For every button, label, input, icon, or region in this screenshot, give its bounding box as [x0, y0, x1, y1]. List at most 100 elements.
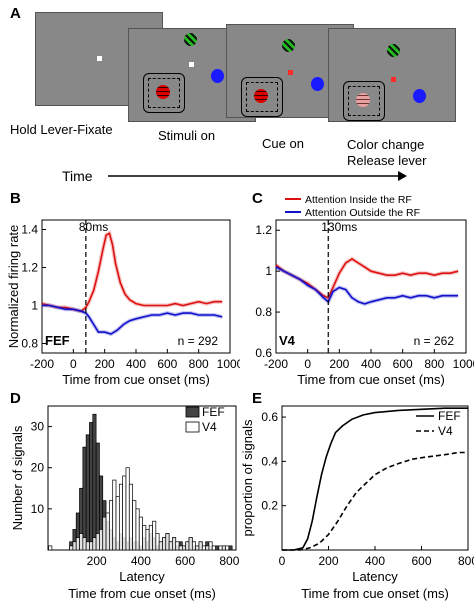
green-stimulus	[282, 39, 295, 52]
time-arrow	[108, 171, 407, 181]
bar-v4	[102, 516, 107, 551]
area-label: FEF	[45, 333, 70, 348]
y-tick-label: 0.6	[261, 410, 278, 424]
x-tick-label: 200	[87, 554, 107, 568]
screen-color-change	[328, 28, 456, 122]
bar-fef	[89, 422, 94, 551]
x-axis-label-2: Time from cue onset (ms)	[68, 586, 216, 601]
x-tick-label: 200	[318, 554, 338, 568]
y-tick-label: 20	[31, 461, 45, 475]
x-axis-label-2: Time from cue onset (ms)	[301, 586, 449, 601]
pink-stimulus	[356, 93, 370, 107]
red-cue	[391, 77, 396, 82]
receptive-field-box	[241, 77, 283, 117]
bar-v4	[122, 475, 127, 551]
x-axis-label: Latency	[352, 569, 398, 584]
receptive-field-box	[343, 81, 385, 121]
bar-v4	[109, 500, 114, 551]
x-tick-label: 800	[458, 554, 474, 568]
x-tick-label: 600	[393, 357, 413, 371]
bar-fef	[228, 545, 233, 551]
bar-v4	[225, 545, 230, 551]
bar-v4	[221, 545, 226, 551]
y-tick-label: 1.4	[21, 223, 38, 237]
label-hold-lever: Hold Lever-Fixate	[10, 122, 113, 137]
bar-v4	[125, 467, 130, 551]
bar-v4	[95, 533, 100, 551]
bar-v4	[191, 541, 196, 551]
bar-v4	[178, 545, 183, 551]
bar-v4	[85, 541, 90, 551]
bar-v4	[205, 545, 210, 551]
bar-v4	[195, 545, 200, 551]
label-color-change: Color change	[347, 137, 425, 152]
receptive-field-dashed	[246, 82, 278, 112]
bar-v4	[75, 537, 80, 551]
bar-v4	[135, 508, 140, 551]
bar-v4	[198, 541, 203, 551]
green-stimulus	[387, 44, 400, 57]
x-tick-label: 200	[329, 357, 349, 371]
label-cue-on: Cue on	[262, 136, 304, 151]
label-stimuli-on: Stimuli on	[158, 128, 216, 143]
y-tick-label: 0.4	[261, 454, 278, 468]
legend-swatch	[185, 421, 200, 433]
y-axis-label: proportion of signals	[240, 419, 255, 537]
chart-e-cumulative: 0 200 400 600 800 0.2 0.4 0.6 Latency Time from c…	[240, 405, 474, 601]
y-axis-label: Number of signals	[10, 425, 25, 530]
legend-label: FEF	[438, 409, 461, 423]
panel-e-letter: E	[252, 390, 263, 407]
label-release-lever: Release lever	[347, 153, 427, 168]
panel-b-letter: B	[10, 190, 21, 207]
x-tick-label: -200	[264, 357, 288, 371]
legend-inside-label: Attention Inside the RF	[305, 194, 412, 206]
legend-label: V4	[438, 424, 453, 438]
series-line-attention-outside-the-rf	[275, 266, 459, 305]
bar-fef	[82, 446, 87, 551]
y-tick-label: 0.8	[255, 305, 272, 319]
bar-v4	[99, 529, 104, 551]
bar-fef	[92, 413, 97, 551]
bar-v4	[208, 541, 213, 551]
series-line-attention-outside-the-rf	[42, 304, 223, 335]
receptive-field-dashed	[148, 78, 180, 108]
x-tick-label: 0	[70, 357, 77, 371]
x-tick-label: 600	[175, 554, 195, 568]
bar-v4	[162, 537, 167, 551]
x-tick-label: 400	[361, 357, 381, 371]
legend-outside-label: Attention Outside the RF	[305, 207, 420, 219]
panel-c-letter: C	[252, 190, 263, 207]
time-label: Time	[62, 168, 93, 184]
bar-v4	[132, 500, 137, 551]
y-tick-label: 0.6	[255, 346, 272, 360]
x-tick-label: 600	[411, 554, 431, 568]
y-tick-label: 1	[31, 299, 38, 313]
receptive-field-dashed	[348, 86, 380, 116]
x-axis-label: Latency	[119, 569, 165, 584]
series-line-attention-inside-the-rf	[275, 257, 459, 299]
x-tick-label: -200	[30, 357, 54, 371]
y-tick-label: 1.2	[21, 261, 38, 275]
bar-v4	[48, 545, 53, 551]
x-axis-label: Time from cue onset (ms)	[62, 372, 210, 387]
blue-stimulus	[311, 77, 324, 91]
x-tick-label: 800	[424, 357, 444, 371]
y-tick-label: 1	[265, 264, 272, 278]
bar-v4	[211, 545, 216, 551]
chart-d-histogram: 200 400 600 800 10 20 30 Latency Time from cue o…	[10, 405, 240, 601]
bar-v4	[112, 479, 117, 551]
bar-v4	[175, 541, 180, 551]
bar-v4	[79, 533, 84, 551]
latency-label: 80ms	[79, 220, 108, 234]
x-tick-label: 400	[365, 554, 385, 568]
x-tick-label: 800	[189, 357, 209, 371]
bar-v4	[155, 533, 160, 551]
x-tick-label: 200	[95, 357, 115, 371]
bar-v4	[69, 545, 74, 551]
bar-v4	[201, 545, 206, 551]
fixation-point	[189, 62, 194, 67]
series-line-fef	[282, 407, 468, 551]
